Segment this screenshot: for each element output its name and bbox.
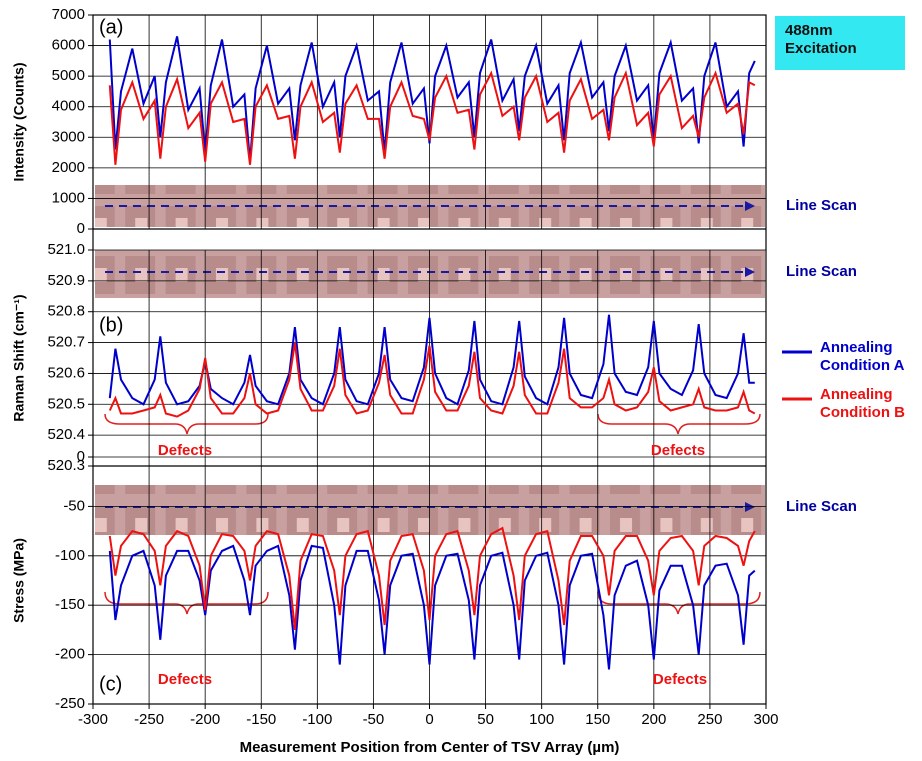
arrow-head <box>745 502 755 512</box>
defects-label: Defects <box>158 442 212 459</box>
data-line <box>108 36 756 162</box>
legend-label: Annealing Condition A <box>820 339 905 374</box>
x-tick-label: 100 <box>529 711 554 728</box>
x-tick-label: -150 <box>246 711 276 728</box>
x-tick-label: 200 <box>641 711 666 728</box>
line-scan-image <box>95 250 765 298</box>
brace <box>597 413 761 435</box>
data-line <box>108 69 756 165</box>
line-scan-image <box>95 485 765 535</box>
panel-label: (c) <box>99 673 122 695</box>
x-tick-label: 150 <box>585 711 610 728</box>
x-tick-label: -50 <box>363 711 385 728</box>
x-axis-label: Measurement Position from Center of TSV … <box>240 739 620 756</box>
y-tick-label: 520.9 <box>47 272 85 289</box>
x-tick-label: 300 <box>753 711 778 728</box>
y-tick-label: -50 <box>63 497 85 514</box>
y-tick-label: 7000 <box>52 6 85 23</box>
defects-label: Defects <box>651 442 705 459</box>
y-tick-label: -250 <box>55 695 85 712</box>
data-line <box>108 526 756 631</box>
line-scan-images <box>95 185 765 535</box>
line-scan-label: Line Scan <box>786 498 857 515</box>
y-tick-label: 6000 <box>52 37 85 54</box>
y-tick-label: 520.4 <box>47 426 85 443</box>
y-tick-label: 3000 <box>52 128 85 145</box>
y-tick-label: 0 <box>77 220 85 237</box>
defects-label: Defects <box>653 671 707 688</box>
data-line <box>108 342 756 418</box>
legend-label: Annealing Condition B <box>820 386 905 421</box>
x-tick-label: -100 <box>302 711 332 728</box>
y-tick-label: 520.8 <box>47 303 85 320</box>
y-tick-label: 4000 <box>52 98 85 115</box>
x-tick-label: 250 <box>697 711 722 728</box>
plot-frame <box>92 14 767 705</box>
x-tick-label: -200 <box>190 711 220 728</box>
y-tick-label: 520.5 <box>47 395 85 412</box>
y-axis-label: Intensity (Counts) <box>11 63 27 182</box>
y-tick-label: -150 <box>55 596 85 613</box>
line-scan-label: Line Scan <box>786 197 857 214</box>
brace <box>104 591 269 615</box>
y-tick-label: 520.6 <box>47 364 85 381</box>
arrow-head <box>745 267 755 277</box>
y-axis-label: Raman Shift (cm⁻¹) <box>11 294 27 421</box>
x-tick-label: -300 <box>78 711 108 728</box>
y-axis-label: Stress (MPa) <box>11 538 27 623</box>
y-tick-label: 2000 <box>52 159 85 176</box>
defects-label: Defects <box>158 671 212 688</box>
y-tick-label: 520.7 <box>47 334 85 351</box>
y-tick-label: 520.3 <box>47 457 85 474</box>
y-tick-label: 1000 <box>52 189 85 206</box>
y-tick-label: -100 <box>55 547 85 564</box>
x-tick-label: 50 <box>477 711 494 728</box>
line-scan-label: Line Scan <box>786 263 857 280</box>
y-tick-label: 521.0 <box>47 241 85 258</box>
data-line <box>108 314 755 406</box>
brace <box>104 413 269 435</box>
y-tick-label: 0 <box>77 448 85 465</box>
data-line <box>108 544 756 670</box>
x-tick-label: -250 <box>134 711 164 728</box>
brace <box>597 591 761 615</box>
y-tick-label: 5000 <box>52 67 85 84</box>
excitation-box: 488nm Excitation <box>775 16 905 70</box>
x-tick-label: 0 <box>425 711 433 728</box>
arrow-head <box>745 201 755 211</box>
y-tick-label: -200 <box>55 646 85 663</box>
panel-label: (a) <box>99 16 123 38</box>
panel-label: (b) <box>99 314 123 336</box>
